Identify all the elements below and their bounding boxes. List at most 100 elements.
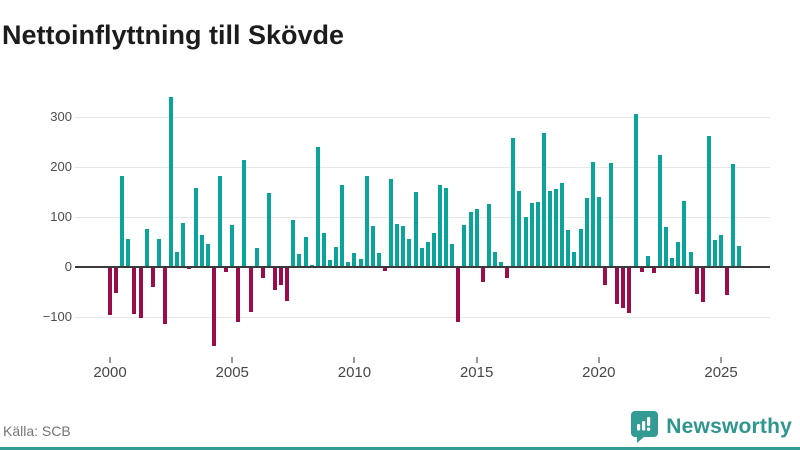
bar-2018-q4 [566,230,571,267]
bar-2001-q4 [150,266,155,287]
newsworthy-logo-icon [630,410,659,444]
x-axis-label-2000: 2000 [93,364,127,381]
plot-area [75,85,770,355]
bar-2014-q4 [468,212,473,267]
x-axis-tick-2010 [353,357,356,363]
bar-2025-q4 [737,245,742,267]
bar-2003-q1 [181,222,186,267]
bar-2010-q1 [352,253,357,267]
page-title: Nettoinflyttning till Skövde [2,20,344,51]
bar-2007-q2 [285,266,290,302]
bar-2024-q1 [694,266,699,295]
bar-2000-q3 [120,175,125,267]
bar-2001-q3 [144,229,149,267]
bar-2003-q3 [193,188,198,267]
bar-2009-q4 [346,262,351,267]
zero-axis-line [75,265,770,268]
bar-2007-q1 [279,266,284,286]
bar-2023-q2 [676,242,681,267]
bar-2011-q4 [395,224,400,267]
bar-2002-q4 [175,251,180,267]
bar-2000-q4 [126,239,131,267]
bar-2012-q2 [407,239,412,267]
bar-2001-q2 [138,266,143,319]
bar-2016-q3 [511,138,516,267]
newsworthy-logo[interactable]: Newsworthy [630,409,792,445]
bar-2006-q1 [254,247,259,267]
bar-2019-q1 [572,252,577,267]
source-note: Källa: SCB [3,423,71,439]
bar-2003-q4 [199,235,204,267]
bar-2009-q3 [340,185,345,267]
bar-2009-q1 [327,259,332,267]
bar-2023-q1 [670,257,675,267]
bar-2021-q4 [639,266,644,272]
bar-2016-q1 [499,262,504,267]
bar-2015-q1 [474,209,479,267]
bar-2016-q4 [517,191,522,267]
bar-2025-q2 [725,266,730,296]
bar-2023-q4 [688,252,693,267]
y-axis-label-0: 0 [64,259,72,275]
bar-2019-q2 [578,229,583,267]
bar-2020-q1 [596,197,601,267]
bar-2021-q3 [633,114,638,267]
bar-2024-q3 [706,135,711,267]
bar-2022-q4 [664,226,669,267]
bar-2010-q4 [370,226,375,267]
x-axis-label-2010: 2010 [337,364,372,381]
bar-2006-q2 [260,266,265,279]
net-migration-chart: 300 200 100 0 −100 2000 2005 2010 2015 2020 2025 [43,85,770,381]
bar-2022-q3 [657,155,662,267]
bar-2020-q4 [615,266,620,305]
bar-2014-q3 [462,225,467,267]
bar-2018-q3 [560,183,565,267]
bar-2025-q1 [719,235,724,267]
bar-2018-q2 [554,189,559,267]
bar-2002-q1 [156,239,161,267]
bar-2013-q4 [444,188,449,267]
bar-2017-q2 [529,203,534,267]
bar-2017-q1 [523,216,528,267]
bar-2018-q1 [547,191,552,267]
x-axis-tick-2000 [109,357,111,363]
bar-2014-q1 [450,244,455,267]
bar-2015-q2 [480,266,485,282]
bar-2016-q2 [505,266,510,278]
y-axis-label-100: 100 [50,209,72,225]
bar-2004-q1 [205,244,210,267]
y-axis-label-300: 300 [50,109,72,125]
x-axis-tick-2015 [475,357,478,363]
x-axis-label-2020: 2020 [582,364,616,381]
x-axis-label-2015: 2015 [459,364,494,381]
bar-2006-q4 [272,266,277,291]
x-axis-tick-2005 [231,357,234,363]
bar-2000-q1 [108,266,112,316]
x-axis-tick-2025 [720,357,723,363]
bar-2010-q3 [364,176,369,267]
x-axis-label-2005: 2005 [215,364,249,381]
bar-2021-q1 [621,266,626,308]
bar-2012-q4 [419,248,424,267]
bar-2019-q4 [590,162,595,267]
bar-2004-q2 [211,266,216,346]
y-axis-label-200: 200 [50,159,72,175]
gridline-100 [75,216,770,218]
bar-2011-q1 [376,253,381,267]
bar-2002-q3 [169,96,174,267]
bar-2009-q2 [334,247,339,267]
bar-2001-q1 [132,266,137,315]
x-axis-tick-2020 [597,357,600,363]
bar-2008-q3 [315,146,320,267]
bar-2020-q3 [609,162,614,267]
bar-2008-q4 [321,233,326,267]
bar-2000-q2 [114,266,119,294]
bar-2013-q3 [437,185,442,267]
bar-2017-q3 [535,201,540,267]
bar-2006-q3 [266,192,271,267]
gridline-300 [75,116,770,118]
bar-2013-q1 [425,242,430,267]
x-axis-label-2025: 2025 [704,364,738,381]
bar-2007-q3 [291,220,296,267]
bar-2023-q3 [682,200,687,267]
